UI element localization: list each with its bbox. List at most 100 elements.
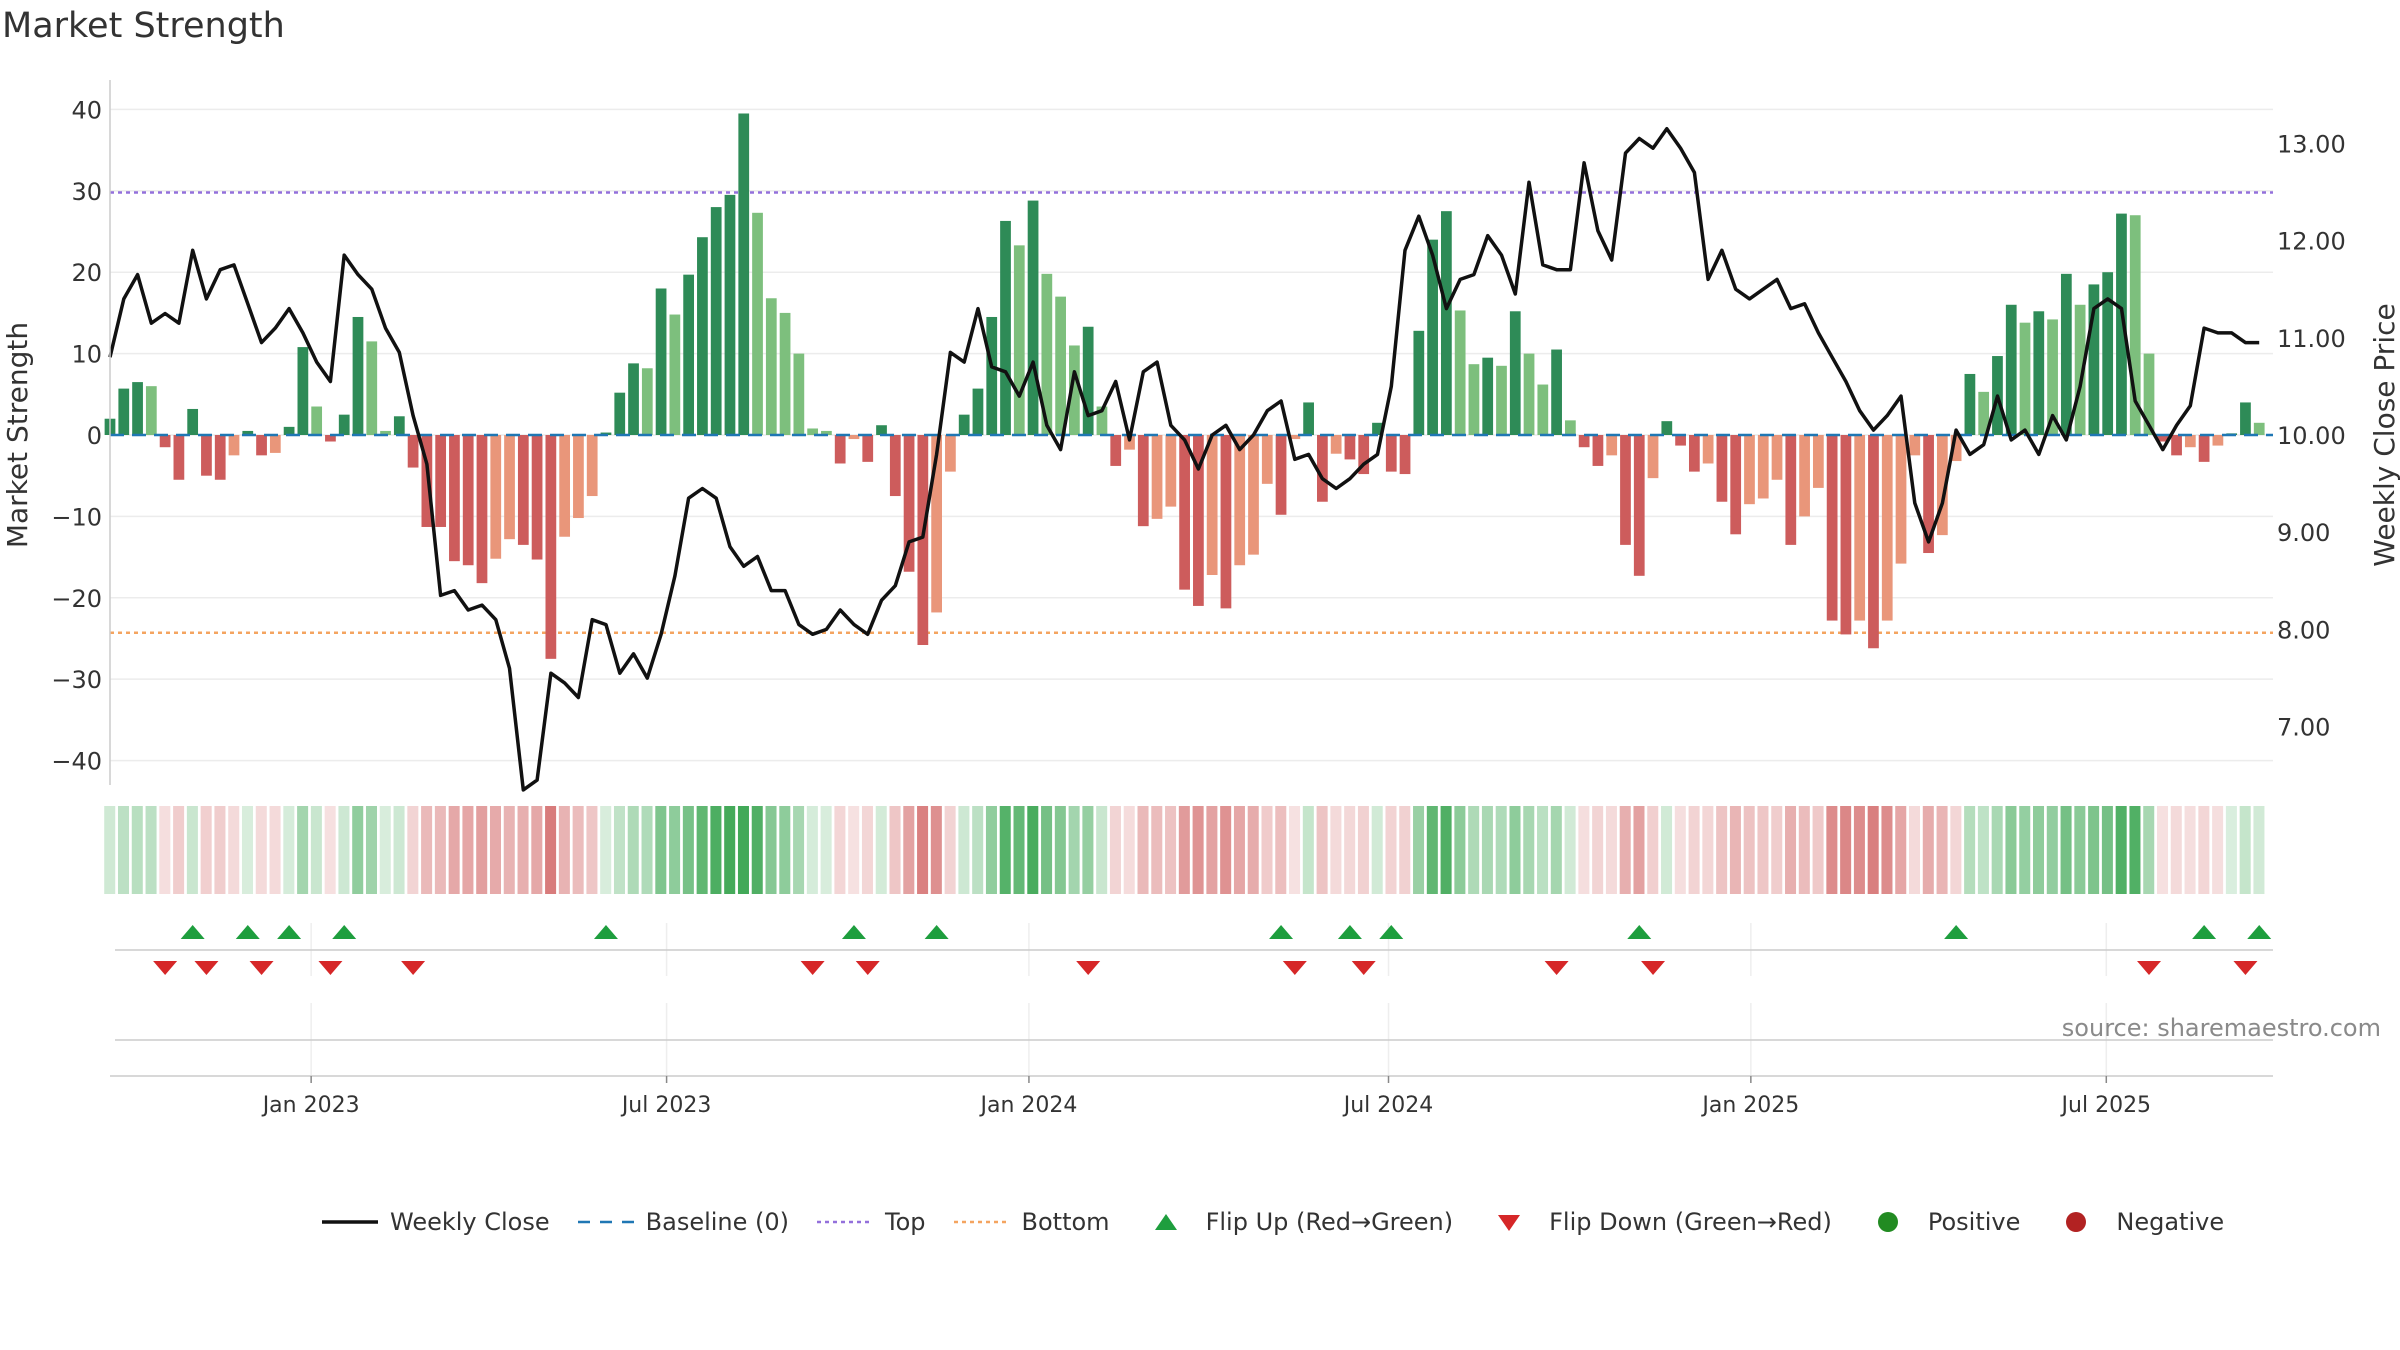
heat-cell: [972, 806, 984, 894]
heat-cell: [1344, 806, 1356, 894]
legend-flip-down[interactable]: Flip Down (Green→Red): [1479, 1208, 1832, 1236]
axes-layer: 40 30 20 10 0 −10 −20 −30 −40 7.00 8.00 9.00 10.00 11…: [1, 80, 2400, 785]
flip-down-marker: [800, 961, 825, 975]
strength-bar: [889, 435, 901, 497]
y2-tick-label: 10.00: [2277, 422, 2346, 450]
y-tick-label: 40: [71, 96, 102, 124]
heat-cell: [806, 806, 818, 894]
strength-bar: [421, 435, 433, 527]
flip-up-marker: [1944, 925, 1969, 939]
heat-cell: [1647, 806, 1659, 894]
strength-bar: [1303, 402, 1314, 435]
strength-bar: [545, 435, 557, 659]
flip-down-marker: [2137, 961, 2162, 975]
flip-down-marker: [855, 961, 880, 975]
strength-bar: [2074, 304, 2086, 435]
heat-cell: [2253, 806, 2265, 894]
strength-bar: [1069, 345, 1080, 435]
strength-bar: [697, 237, 708, 435]
legend-flip-down-label: Flip Down (Green→Red): [1549, 1208, 1832, 1236]
heat-cell: [1867, 806, 1879, 894]
source-credit: source: sharemaestro.com: [2061, 1014, 2381, 1042]
legend-weekly-close[interactable]: Weekly Close: [320, 1208, 550, 1236]
strength-bars: [104, 113, 2265, 659]
heat-cell: [558, 806, 570, 894]
y-tick-label: −10: [51, 503, 102, 531]
heat-cell: [462, 806, 474, 894]
heat-cell: [1716, 806, 1728, 894]
legend-negative[interactable]: Negative: [2046, 1208, 2224, 1236]
heat-cell: [1605, 806, 1617, 894]
heat-cell: [1729, 806, 1741, 894]
heat-cell: [765, 806, 777, 894]
strength-bar: [1744, 435, 1755, 505]
heat-cell: [531, 806, 543, 894]
strength-bar: [1633, 435, 1645, 576]
strength-bar: [1675, 435, 1686, 446]
strength-bar: [1702, 435, 1714, 464]
heat-cell: [737, 806, 749, 894]
heat-cell: [1550, 806, 1562, 894]
heat-cell: [1909, 806, 1921, 894]
strength-bar: [614, 392, 626, 435]
strength-bar: [187, 408, 199, 435]
strength-bar: [2019, 322, 2031, 435]
heat-cell: [586, 806, 598, 894]
strength-bar: [228, 435, 240, 456]
heat-cell: [338, 806, 350, 894]
heat-cell: [1302, 806, 1314, 894]
strength-bar: [917, 435, 929, 645]
legend-flip-up[interactable]: Flip Up (Red→Green): [1136, 1208, 1453, 1236]
strength-bar: [269, 435, 281, 453]
legend-top[interactable]: Top: [815, 1208, 926, 1236]
grid-layer: [110, 108, 2273, 762]
x-tick-label: Jul 2025: [2060, 1093, 2152, 1118]
strength-bar: [2033, 311, 2045, 435]
heat-cell: [214, 806, 226, 894]
strength-bar: [1441, 211, 1452, 435]
heat-cell: [1509, 806, 1521, 894]
strength-bar: [132, 382, 143, 435]
heat-cell: [1426, 806, 1438, 894]
strength-bar: [1248, 435, 1259, 555]
heat-cell: [1316, 806, 1328, 894]
legend-baseline[interactable]: Baseline (0): [576, 1208, 789, 1236]
y-tick-label: 20: [71, 259, 102, 287]
strength-bar: [435, 435, 447, 527]
legend-negative-label: Negative: [2116, 1208, 2225, 1236]
strength-bar: [1854, 435, 1866, 621]
flip-down-marker: [1544, 961, 1569, 975]
strength-bar: [1399, 435, 1411, 475]
strength-bar: [1261, 435, 1273, 484]
strength-bar: [1413, 330, 1425, 435]
heat-cell: [751, 806, 763, 894]
heat-cell: [1853, 806, 1865, 894]
strength-bar: [490, 435, 502, 559]
strength-bar: [2143, 353, 2155, 435]
heat-cell: [489, 806, 501, 894]
legend-positive[interactable]: Positive: [1858, 1208, 2020, 1236]
legend-weekly-close-label: Weekly Close: [390, 1208, 550, 1236]
strength-bar: [118, 388, 130, 435]
strength-bar: [559, 435, 571, 537]
heat-cell: [1743, 806, 1755, 894]
heat-cell: [434, 806, 446, 894]
strength-bar: [848, 435, 860, 440]
heat-cell: [269, 806, 281, 894]
heat-cell: [1330, 806, 1342, 894]
strength-bar: [834, 435, 846, 464]
flip-up-marker: [235, 925, 260, 939]
strength-bar: [201, 435, 212, 476]
y2-axis-title: Weekly Close Price: [2368, 303, 2400, 566]
heat-cell: [1826, 806, 1838, 894]
flip-up-marker: [2247, 925, 2272, 939]
legend-bottom[interactable]: Bottom: [952, 1208, 1110, 1236]
x-tick-label: Jan 2024: [978, 1093, 1077, 1118]
heat-cell: [600, 806, 612, 894]
strength-bar: [1096, 406, 1108, 435]
heat-cell: [999, 806, 1011, 894]
heat-cell: [448, 806, 460, 894]
flip-markers: [115, 923, 2273, 976]
flip-up-marker: [277, 925, 302, 939]
heat-cell: [393, 806, 405, 894]
